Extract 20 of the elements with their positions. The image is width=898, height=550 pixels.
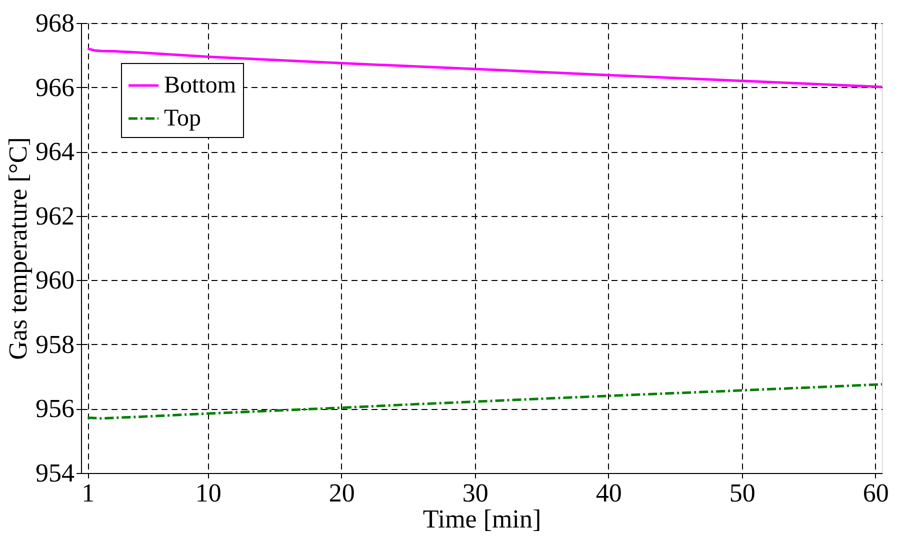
legend-label: Bottom bbox=[164, 72, 236, 98]
y-tick-label: 958 bbox=[36, 330, 74, 359]
y-tick-label: 962 bbox=[36, 201, 74, 230]
y-tick-label: 968 bbox=[36, 8, 74, 38]
x-tick-label: 30 bbox=[462, 478, 488, 508]
y-tick-label: 964 bbox=[36, 137, 74, 166]
x-axis-title: Time [min] bbox=[422, 504, 542, 534]
x-tick-label: 20 bbox=[328, 478, 355, 508]
x-tick-label: 60 bbox=[862, 478, 889, 508]
y-tick-label: 954 bbox=[36, 458, 74, 488]
y-tick-label: 956 bbox=[36, 394, 74, 424]
x-tick-label: 50 bbox=[729, 478, 756, 508]
y-tick-label: 966 bbox=[36, 72, 74, 102]
legend-label: Top bbox=[164, 106, 201, 132]
x-tick-label: 40 bbox=[596, 478, 622, 508]
y-axis-title: Gas temperature [°C] bbox=[4, 137, 32, 360]
line-series bbox=[86, 383, 882, 420]
x-tick-label: 10 bbox=[195, 478, 222, 508]
x-tick-label: 1 bbox=[82, 478, 95, 508]
y-tick-label: 960 bbox=[36, 266, 74, 295]
